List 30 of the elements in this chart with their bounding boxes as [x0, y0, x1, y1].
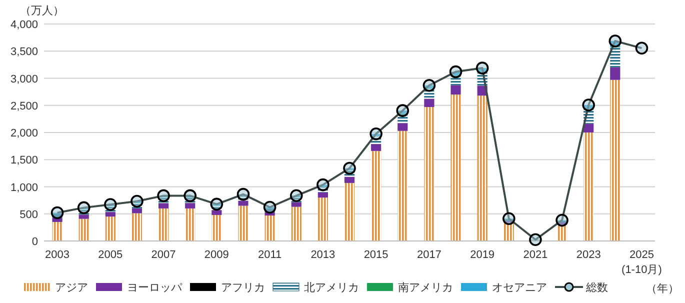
x-tick-label: 2019: [470, 249, 495, 261]
y-tick-label: 2,000: [10, 128, 38, 140]
x-tick-label: 2025 (1-10月): [622, 249, 662, 276]
x-tick-label: 2009: [204, 249, 229, 261]
legend-label: 北アメリカ: [304, 281, 359, 294]
x-tick-label: 2003: [45, 249, 70, 261]
legend-label: ヨーロッパ: [127, 282, 183, 294]
x-tick-label: 2017: [416, 249, 442, 261]
y-tick-label: 3,000: [10, 73, 38, 86]
y-axis-title: （万人）: [20, 5, 64, 17]
y-tick-label: 2,500: [10, 100, 38, 112]
x-tick-label: 2005: [98, 249, 123, 261]
y-tick-label: 0: [32, 236, 38, 248]
x-tick-label: 2007: [151, 249, 176, 261]
y-tick-label: 1,500: [10, 154, 38, 167]
legend-label: 南アメリカ: [398, 281, 453, 294]
x-axis-title: （年）: [646, 283, 679, 295]
x-tick-label: 2013: [310, 249, 336, 261]
y-tick-label: 4,000: [10, 19, 38, 31]
y-tick-label: 3,500: [10, 46, 38, 58]
x-tick-label: 2021: [523, 249, 548, 261]
x-tick-label: 2015: [364, 249, 388, 261]
x-tick-label: 2011: [258, 249, 282, 261]
legend-label: アフリカ: [221, 282, 265, 294]
legend-label: アジア: [55, 282, 88, 294]
x-tick-label: 2023: [576, 249, 601, 261]
y-tick-label: 1,000: [10, 182, 38, 194]
legend-label: 総数: [585, 282, 608, 294]
y-tick-label: 500: [20, 208, 38, 221]
legend-label: オセアニア: [492, 282, 547, 294]
